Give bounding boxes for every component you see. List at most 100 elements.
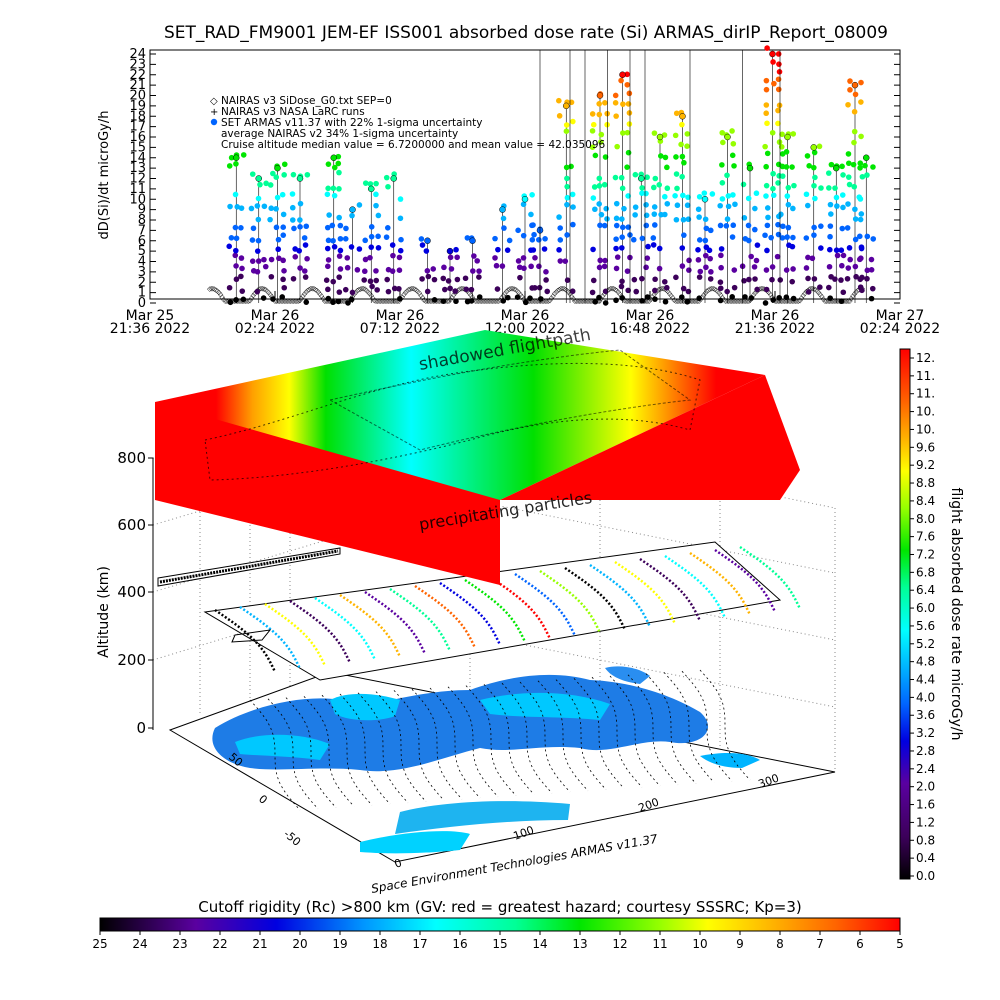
armas-point (440, 298, 447, 304)
armas-point (302, 274, 309, 280)
armas-point (602, 257, 608, 264)
armas-peak-point (424, 237, 431, 244)
nairas-point: ◇ (218, 291, 224, 299)
dose-colorbar-tick-label: 0.8 (916, 833, 935, 847)
armas-point (331, 192, 338, 199)
armas-point (717, 279, 724, 286)
armas-point (763, 110, 769, 117)
armas-point (652, 175, 659, 182)
armas-point (643, 190, 649, 197)
armas-point (790, 266, 796, 272)
nairas-point: ◇ (212, 285, 218, 293)
armas-point (656, 245, 663, 252)
armas-point (624, 268, 631, 274)
armas-point (389, 268, 396, 274)
nairas-point: ◇ (828, 297, 834, 305)
armas-point (652, 276, 658, 283)
nairas-point: ◇ (319, 292, 325, 300)
armas-point (234, 204, 241, 210)
armas-point (858, 99, 864, 105)
cutoff-rigidity-colorbar-scale (99, 917, 901, 932)
armas-point (717, 285, 724, 292)
armas-point (375, 245, 382, 251)
nairas-point: ◇ (796, 297, 802, 305)
armas-point (342, 236, 349, 242)
nairas-point: ◇ (488, 297, 494, 305)
armas-point (536, 236, 542, 243)
armas-point (385, 288, 392, 295)
floor-track (501, 682, 553, 794)
armas-point (570, 204, 576, 210)
armas-point (844, 225, 851, 231)
nairas-point: ◇ (799, 294, 805, 302)
armas-point (557, 225, 563, 231)
armas-point (419, 276, 425, 282)
x-tick-label-date: Mar 26 (376, 308, 425, 324)
nairas-point: ◇ (485, 297, 491, 305)
armas-point (643, 222, 650, 229)
altitude-3d-panel: shadowed flightpath precipitating partic… (96, 325, 836, 896)
armas-point (834, 203, 840, 209)
armas-point (811, 232, 817, 238)
armas-point (618, 77, 624, 84)
armas-point (701, 190, 708, 196)
y-tick-label: 9 (138, 203, 146, 218)
nairas-point: ◇ (213, 286, 219, 294)
armas-point (748, 295, 755, 301)
nairas-point: ◇ (459, 285, 465, 293)
nairas-point: ◇ (816, 288, 822, 296)
armas-point (280, 224, 287, 231)
armas-point (742, 294, 748, 300)
nairas-point: ◇ (681, 297, 687, 305)
armas-point (845, 151, 852, 157)
nairas-point: ◇ (706, 286, 712, 294)
nairas-point: ◇ (207, 285, 213, 293)
altitude-tick-label: 400 (117, 583, 146, 601)
floor-track (375, 691, 427, 802)
nairas-point: ◇ (673, 297, 679, 305)
nairas-point: ◇ (693, 297, 699, 305)
armas-point (592, 298, 599, 305)
armas-point (233, 247, 239, 254)
armas-point (724, 288, 730, 295)
armas-point (233, 263, 239, 269)
armas-point (776, 139, 783, 145)
armas-point (447, 285, 453, 292)
nairas-point: ◇ (310, 284, 316, 292)
armas-point (702, 252, 709, 259)
nairas-point: ◇ (421, 296, 427, 304)
armas-point (228, 235, 235, 241)
rigidity-colorbar-tick-label: 21 (252, 937, 267, 951)
armas-point (661, 193, 668, 200)
armas-point (868, 295, 875, 302)
armas-point (447, 254, 454, 261)
nairas-point: ◇ (645, 297, 651, 305)
dose-colorbar-tick-label: 8.0 (916, 512, 935, 526)
armas-point (431, 297, 438, 303)
floor-track (627, 674, 679, 786)
nairas-point: ◇ (580, 297, 586, 305)
armas-point (613, 222, 620, 229)
armas-point (643, 264, 649, 271)
nairas-point: ◇ (375, 297, 381, 305)
armas-point (499, 263, 506, 269)
armas-point (556, 113, 563, 119)
armas-point (664, 185, 671, 192)
nairas-point: ◇ (743, 297, 749, 305)
armas-point (418, 236, 425, 242)
armas-point (730, 140, 737, 147)
armas-point (257, 181, 263, 188)
armas-point (345, 300, 351, 306)
armas-point (528, 211, 534, 218)
dose-colorbar-tick-label: 3.6 (916, 708, 935, 722)
armas-point (864, 233, 871, 240)
nairas-point: ◇ (707, 285, 713, 293)
armas-point (857, 160, 864, 166)
armas-point (626, 90, 633, 97)
armas-point (614, 143, 620, 150)
nairas-point: ◇ (814, 287, 820, 295)
armas-point (596, 111, 603, 118)
armas-point (389, 242, 396, 248)
armas-point (238, 255, 245, 261)
nairas-point: ◇ (822, 297, 828, 305)
